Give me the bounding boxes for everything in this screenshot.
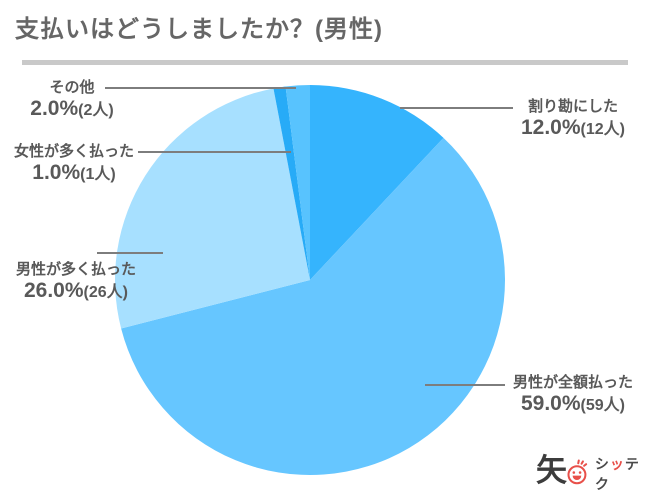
callout-warikan: 割り勘にした 12.0%(12人) xyxy=(512,98,634,142)
callout-josei: 女性が多く払った 1.0%(1人) xyxy=(8,143,140,187)
callout-sonota-percent: 2.0% xyxy=(30,97,79,120)
callout-ooku: 男性が多く払った 26.0%(26人) xyxy=(7,261,145,305)
pie-slice-3 xyxy=(273,86,310,280)
pie-slice-0 xyxy=(310,85,444,280)
callout-sonota: その他 2.0%(2人) xyxy=(16,79,128,123)
page-title: 支払いはどうしましたか？(男性) xyxy=(15,16,383,43)
callout-ooku-label: 男性が多く払った xyxy=(15,261,136,278)
callout-zengaku: 男性が全額払った 59.0%(59人) xyxy=(508,374,638,418)
callout-warikan-label: 割り勘にした xyxy=(527,98,618,115)
callout-josei-percent: 1.0% xyxy=(32,161,81,184)
callout-sonota-label: その他 xyxy=(49,79,95,96)
callout-zengaku-count: (59人) xyxy=(580,397,625,414)
callout-zengaku-label: 男性が全額払った xyxy=(512,374,633,391)
callout-warikan-percent: 12.0% xyxy=(520,116,581,139)
callout-ooku-percent: 26.0% xyxy=(23,279,84,302)
callout-zengaku-percent: 59.0% xyxy=(520,392,581,415)
callout-josei-count: (1人) xyxy=(80,166,116,183)
title-divider xyxy=(22,60,628,65)
callout-josei-label: 女性が多く払った xyxy=(13,143,134,160)
pie-slices-group xyxy=(115,85,506,476)
leader-lines-group xyxy=(97,87,513,386)
callout-josei-value: 1.0%(1人) xyxy=(8,161,140,187)
pie-slice-1 xyxy=(121,137,506,476)
callout-warikan-count: (12人) xyxy=(580,121,625,138)
brand-logo: 矢 シッテク xyxy=(536,448,650,494)
pie-slice-4 xyxy=(285,85,310,280)
callout-warikan-value: 12.0%(12人) xyxy=(512,116,634,142)
callout-sonota-value: 2.0%(2人) xyxy=(16,97,128,123)
callout-ooku-value: 26.0%(26人) xyxy=(7,279,145,305)
logo-smiley-icon xyxy=(567,459,588,485)
logo-kanji: 矢 xyxy=(536,453,567,488)
logo-text-tsu: ッ xyxy=(609,456,625,472)
logo-text-teku: テク xyxy=(594,456,640,492)
callout-sonota-count: (2人) xyxy=(78,102,114,119)
callout-zengaku-value: 59.0%(59人) xyxy=(508,392,638,418)
callout-ooku-count: (26人) xyxy=(83,284,128,301)
logo-text: シッテク xyxy=(595,454,650,494)
pie-slice-2 xyxy=(115,88,310,329)
logo-text-shi: シ xyxy=(594,456,610,472)
